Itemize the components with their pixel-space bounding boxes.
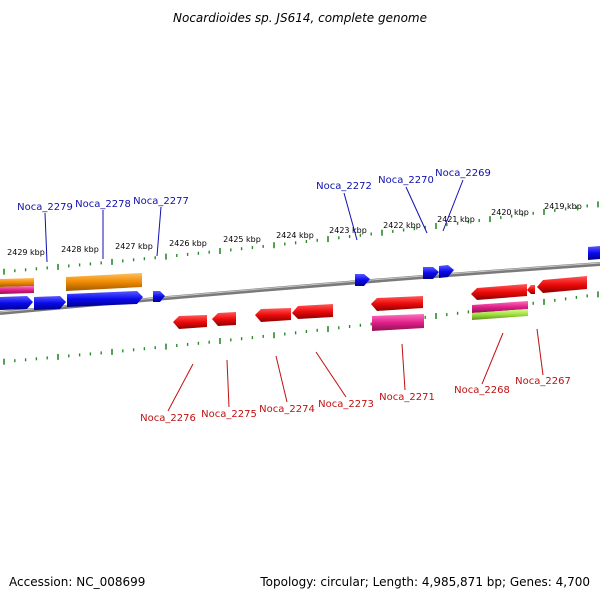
kbp-scale: 2429 kbp 2428 kbp 2427 kbp 2426 kbp 2425…: [7, 202, 582, 257]
gene-arrow-reverse[interactable]: [212, 312, 236, 326]
gene-label[interactable]: Noca_2273: [318, 399, 374, 410]
page-title: Nocardioides sp. JS614, complete genome: [173, 11, 427, 25]
gene-label[interactable]: Noca_2271: [379, 392, 435, 403]
gene-arrow-reverse[interactable]: [255, 308, 291, 322]
gene-arrow-reverse[interactable]: [471, 284, 527, 300]
kbp-label: 2419 kbp: [544, 202, 582, 211]
gene-arrow-forward[interactable]: [423, 267, 439, 279]
kbp-label: 2426 kbp: [169, 239, 207, 248]
kbp-label: 2424 kbp: [276, 231, 314, 240]
magenta-feature[interactable]: [0, 286, 34, 294]
gene-arrow-forward[interactable]: [34, 296, 66, 310]
gene-label[interactable]: Noca_2276: [140, 413, 196, 424]
orange-feature[interactable]: [0, 278, 34, 287]
kbp-label: 2423 kbp: [329, 226, 367, 235]
gene-arrow-forward[interactable]: [439, 265, 454, 278]
gene-label[interactable]: Noca_2279: [17, 202, 73, 213]
gene-arrow-reverse[interactable]: [292, 304, 333, 319]
feature-row-lower: [372, 301, 528, 331]
feature-row-upper: [0, 273, 142, 294]
gene-arrow-forward[interactable]: [355, 274, 370, 286]
leader-lines-bottom: [167, 328, 544, 412]
gene-arrow-forward[interactable]: [0, 296, 33, 310]
reverse-strand-genes: [173, 276, 587, 329]
kbp-label: 2429 kbp: [7, 248, 45, 257]
kbp-label: 2427 kbp: [115, 242, 153, 251]
forward-strand-genes: [0, 246, 600, 310]
kbp-label: 2428 kbp: [61, 245, 99, 254]
gene-arrow-reverse[interactable]: [371, 296, 423, 311]
kbp-label: 2421 kbp: [437, 215, 475, 224]
kbp-label: 2425 kbp: [223, 235, 261, 244]
tick-track-top: [3, 201, 599, 275]
gene-label[interactable]: Noca_2272: [316, 181, 372, 192]
gene-arrow-forward[interactable]: [153, 291, 165, 302]
gene-arrow-forward[interactable]: [588, 246, 600, 260]
gene-label[interactable]: Noca_2278: [75, 199, 131, 210]
gene-label[interactable]: Noca_2267: [515, 376, 571, 387]
leader-lines-top: [44, 179, 464, 263]
topology-text: Topology: circular; Length: 4,985,871 bp…: [259, 575, 590, 589]
gene-label[interactable]: Noca_2274: [259, 404, 315, 415]
gene-arrow-reverse[interactable]: [173, 315, 207, 329]
green-feature[interactable]: [472, 309, 528, 320]
gene-label[interactable]: Noca_2275: [201, 409, 257, 420]
gene-arrow-forward[interactable]: [67, 291, 143, 307]
gene-label[interactable]: Noca_2269: [435, 168, 491, 179]
orange-feature[interactable]: [66, 273, 142, 291]
gene-label[interactable]: Noca_2277: [133, 196, 189, 207]
kbp-label: 2420 kbp: [491, 208, 529, 217]
gene-label[interactable]: Noca_2270: [378, 175, 434, 186]
gene-label[interactable]: Noca_2268: [454, 385, 510, 396]
gene-labels-bottom: Noca_2276 Noca_2275 Noca_2274 Noca_2273 …: [140, 376, 571, 424]
kbp-label: 2422 kbp: [383, 221, 421, 230]
gene-labels-top: Noca_2279 Noca_2278 Noca_2277 Noca_2272 …: [17, 168, 491, 213]
magenta-feature[interactable]: [372, 314, 424, 331]
gene-arrow-reverse[interactable]: [527, 285, 535, 294]
accession-text: Accession: NC_008699: [9, 575, 145, 589]
gene-arrow-reverse[interactable]: [537, 276, 587, 293]
